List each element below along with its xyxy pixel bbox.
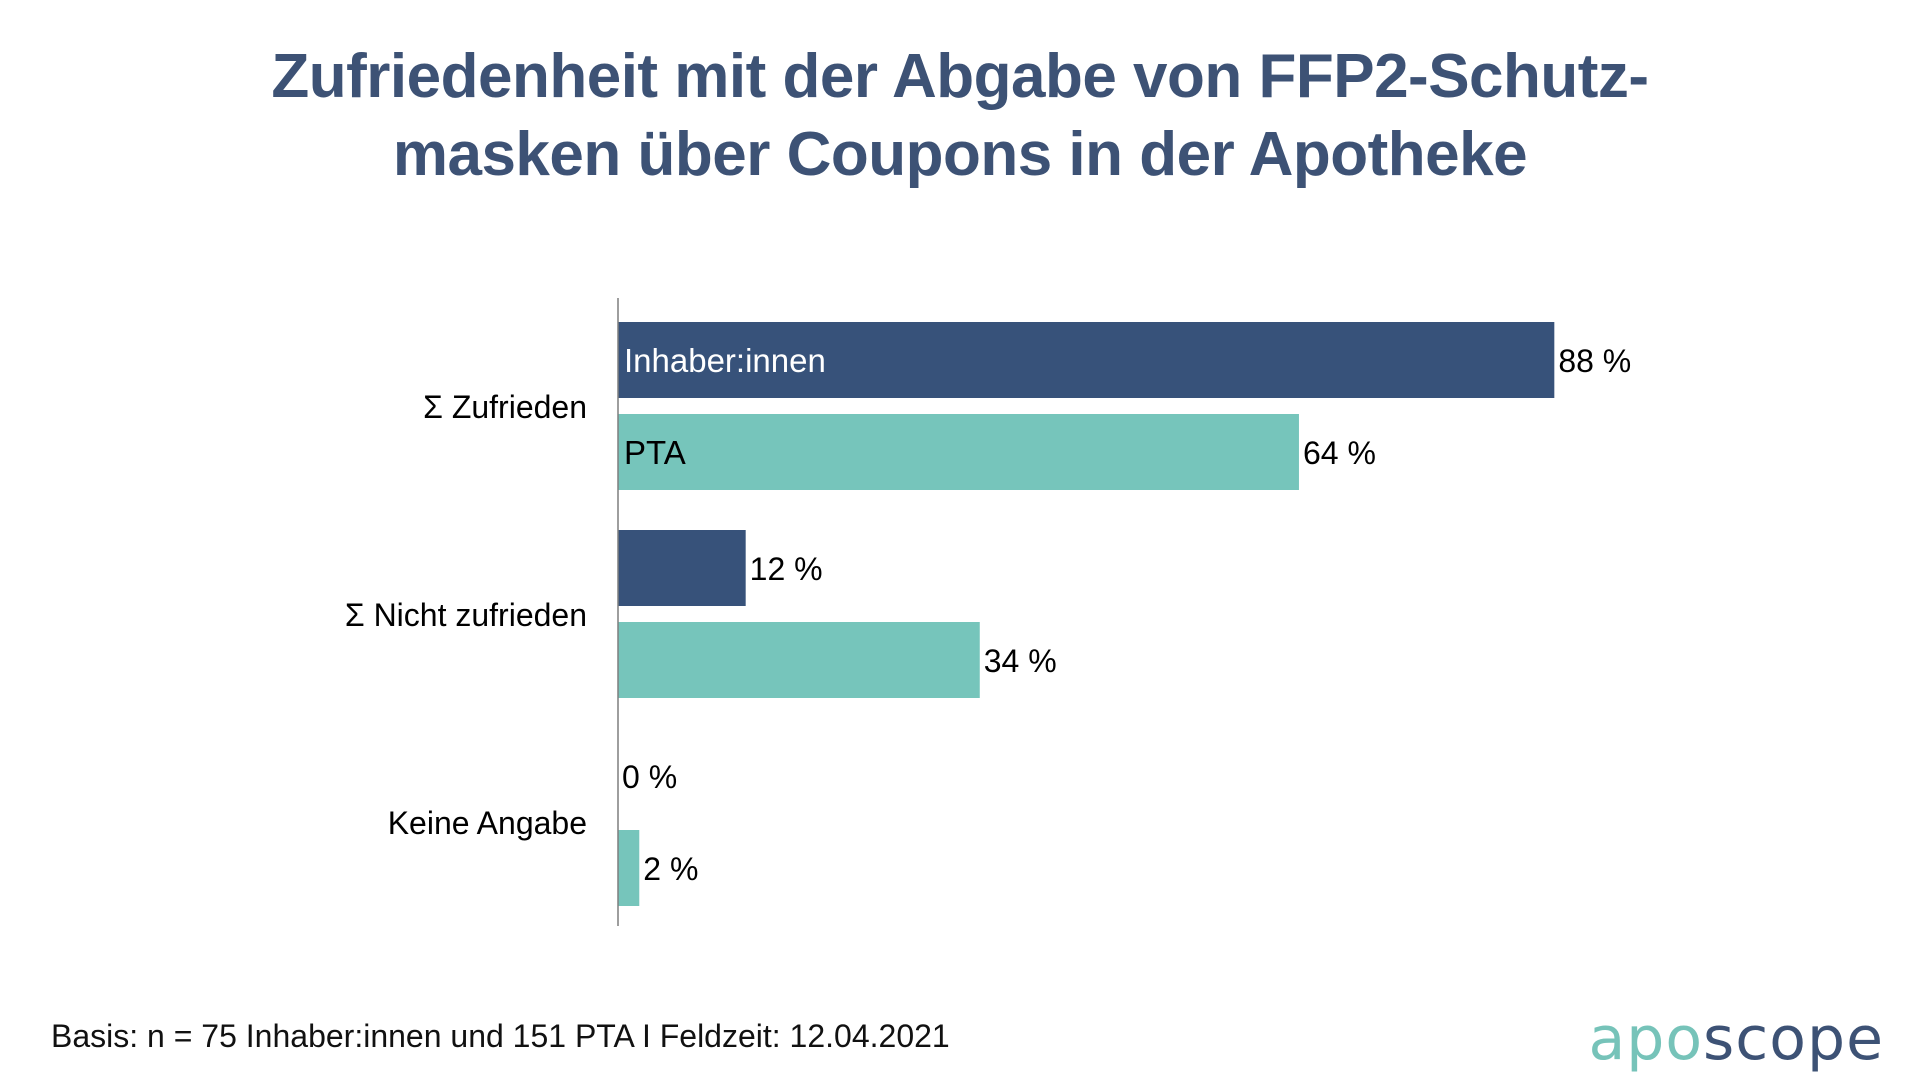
category-label: Keine Angabe	[388, 805, 587, 841]
data-label: 88 %	[1558, 343, 1631, 379]
data-label: 34 %	[984, 643, 1057, 679]
data-label: 2 %	[643, 851, 698, 887]
chart-title-line-2: masken über Coupons in der Apotheke	[392, 120, 1528, 189]
legend-label-pta: PTA	[624, 434, 686, 471]
data-label: 12 %	[750, 551, 823, 587]
category-label: Σ Nicht zufrieden	[345, 597, 587, 633]
bar-pta	[618, 414, 1299, 490]
chart-title: Zufriedenheit mit der Abgabe von FFP2-Sc…	[0, 38, 1920, 194]
category-label: Σ Zufrieden	[423, 389, 587, 425]
chart-title-line-1: Zufriedenheit mit der Abgabe von FFP2-Sc…	[271, 42, 1649, 111]
footnote-basis: Basis: n = 75 Inhaber:innen und 151 PTA …	[51, 1018, 950, 1054]
bar-inhaber	[618, 322, 1555, 398]
data-label: 64 %	[1303, 435, 1376, 471]
data-label: 0 %	[622, 759, 677, 795]
aposcope-logo: aposcope	[1588, 1004, 1884, 1074]
legend-label-inhaber: Inhaber:innen	[624, 342, 826, 379]
logo-part-apo: apo	[1588, 1004, 1704, 1074]
logo-part-scope: scope	[1703, 1004, 1884, 1074]
bar-inhaber	[618, 530, 746, 606]
bar-pta	[618, 622, 980, 698]
bar-pta	[618, 830, 640, 906]
